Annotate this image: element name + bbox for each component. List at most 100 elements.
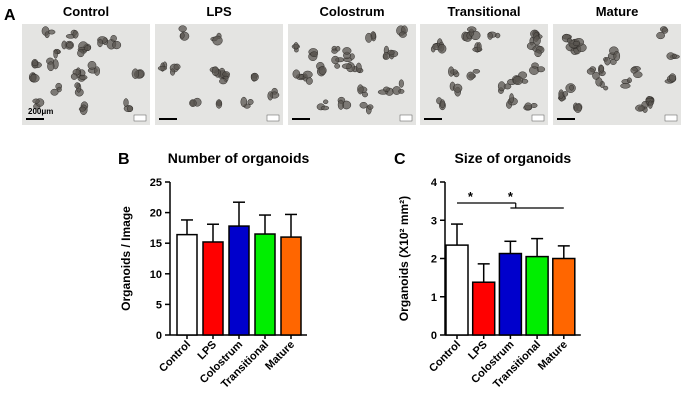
bar [471,281,496,336]
image-label: Transitional [448,4,521,19]
organoid [61,40,67,50]
y-tick-label: 5 [156,299,162,311]
organoid [310,51,319,58]
organoid [383,86,390,92]
organoid [661,27,669,34]
organoid [656,31,665,40]
organoid [318,65,327,75]
organoid [31,60,38,67]
organoid [74,82,81,89]
organoid [215,99,223,109]
significance: * [468,189,474,204]
panel-label: A [4,7,16,24]
y-tick-label: 4 [431,177,438,189]
bar [202,241,224,336]
y-tick-label: 0 [431,330,437,342]
organoid [497,81,506,92]
organoid [320,105,330,111]
organoid [337,99,344,110]
organoid [495,32,501,39]
organoid [56,86,62,93]
y-tick-label: 15 [150,238,162,250]
micrograph-row: Control LPS Colostrum Transitional Mature 200… [22,4,681,125]
organoid [398,88,405,94]
organoid [87,61,97,70]
organoid [342,47,352,55]
organoid [335,45,341,52]
organoid [530,102,538,108]
chart-title: Size of organoids [455,150,572,166]
organoid [94,66,101,76]
organoid [44,31,50,39]
organoid [110,35,117,42]
organoid [50,88,59,96]
organoid [84,45,91,52]
organoid [157,65,167,71]
scale-bar-label: 200μm [28,107,53,116]
organoid [604,57,611,66]
x-tick-label: Mature [536,339,570,373]
image-label: Control [63,4,109,19]
organoid [437,44,447,54]
organoid [293,42,299,50]
bar [228,225,250,336]
organoid [472,69,481,74]
organoid [32,98,40,104]
y-tick-label: 3 [431,215,437,227]
organoid [78,106,86,112]
organoid [467,26,477,33]
organoid [603,85,609,91]
y-tick-label: 1 [431,292,437,304]
organoid [70,73,78,80]
organoid [487,32,493,40]
organoid [387,49,395,56]
organoid [439,99,446,109]
organoid [635,104,645,112]
organoid [29,73,40,83]
y-tick-label: 2 [431,254,437,266]
organoid [598,65,605,73]
organoid [633,71,643,78]
organoid [302,70,313,79]
organoid [476,42,482,52]
organoid [222,71,231,78]
organoid [123,98,129,108]
y-tick-label: 25 [150,177,162,189]
organoid [211,66,220,77]
organoid [613,50,621,62]
organoid [573,103,582,113]
organoid [72,30,79,39]
organoid [240,96,248,108]
organoid [562,91,569,97]
organoid [355,62,362,73]
image-label: Mature [596,4,639,19]
organoid [323,99,329,105]
organoid [448,66,455,77]
organoid [359,101,368,109]
organoid [189,99,197,107]
x-tick-label: Control [427,339,463,375]
chart-title: Number of organoids [168,150,310,166]
scale-tag [133,114,147,122]
organoid [509,93,514,104]
organoid [569,84,574,91]
organoid [534,49,542,58]
organoid [267,91,274,101]
organoid [112,40,122,50]
bar [552,257,576,336]
organoid [53,49,58,59]
bar [445,244,469,336]
organoid [365,32,373,43]
y-axis-label: Organoids / Image [119,206,133,311]
y-tick-label: 10 [150,269,162,281]
organoid [620,83,631,89]
organoid [131,68,140,79]
organoid [452,83,463,93]
organoid [592,71,600,80]
organoid [77,49,85,58]
organoid [466,71,475,81]
bar [254,233,276,336]
organoid [398,79,404,88]
organoid [647,100,653,109]
